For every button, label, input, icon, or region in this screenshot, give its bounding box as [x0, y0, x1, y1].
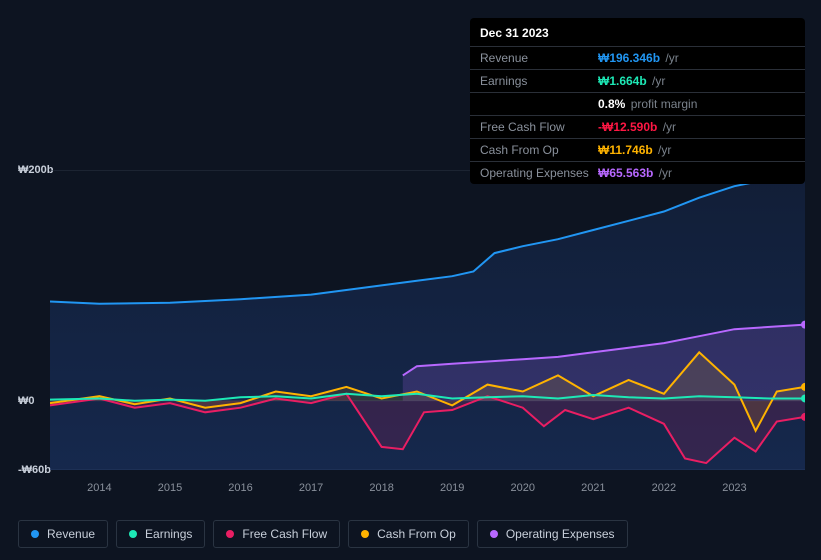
- legend-item-cfo[interactable]: Cash From Op: [348, 520, 469, 548]
- legend-dot-icon: [129, 530, 137, 538]
- tooltip-label: Cash From Op: [480, 143, 598, 157]
- legend-label: Earnings: [145, 527, 192, 541]
- y-axis-label: -₩60b: [18, 464, 51, 476]
- legend-label: Operating Expenses: [506, 527, 615, 541]
- x-axis-label: 2019: [440, 482, 464, 494]
- tooltip-label: [480, 97, 598, 111]
- legend-label: Revenue: [47, 527, 95, 541]
- x-axis-label: 2018: [369, 482, 393, 494]
- x-axis-label: 2023: [722, 482, 746, 494]
- legend-label: Free Cash Flow: [242, 527, 327, 541]
- x-axis-label: 2015: [158, 482, 182, 494]
- x-axis-label: 2017: [299, 482, 323, 494]
- legend-dot-icon: [31, 530, 39, 538]
- legend-dot-icon: [226, 530, 234, 538]
- x-axis-label: 2014: [87, 482, 111, 494]
- tooltip-label: Operating Expenses: [480, 166, 598, 180]
- tooltip-label: Revenue: [480, 51, 598, 65]
- tooltip-row: Revenue₩196.346b /yr: [470, 46, 805, 69]
- tooltip-row: Operating Expenses₩65.563b /yr: [470, 161, 805, 184]
- chart-legend: Revenue Earnings Free Cash Flow Cash From O…: [18, 520, 628, 548]
- legend-dot-icon: [490, 530, 498, 538]
- x-axis-label: 2020: [511, 482, 535, 494]
- legend-item-opex[interactable]: Operating Expenses: [477, 520, 628, 548]
- chart-plot[interactable]: [50, 170, 805, 470]
- tooltip-value: ₩65.563b /yr: [598, 166, 795, 180]
- x-axis-label: 2016: [228, 482, 252, 494]
- tooltip-row: 0.8% profit margin: [470, 92, 805, 115]
- legend-item-revenue[interactable]: Revenue: [18, 520, 108, 548]
- tooltip-value: ₩11.746b /yr: [598, 143, 795, 157]
- legend-label: Cash From Op: [377, 527, 456, 541]
- y-axis-label: ₩0: [18, 395, 35, 407]
- x-axis-label: 2021: [581, 482, 605, 494]
- tooltip-value: ₩196.346b /yr: [598, 51, 795, 65]
- tooltip-label: Earnings: [480, 74, 598, 88]
- tooltip-label: Free Cash Flow: [480, 120, 598, 134]
- tooltip-value: ₩1.664b /yr: [598, 74, 795, 88]
- legend-dot-icon: [361, 530, 369, 538]
- chart-area: ₩200b ₩0 -₩60b 2014 2015 2016 2017 2018 2019 202…: [18, 160, 805, 495]
- tooltip-row: Earnings₩1.664b /yr: [470, 69, 805, 92]
- tooltip-row: Cash From Op₩11.746b /yr: [470, 138, 805, 161]
- chart-tooltip: Dec 31 2023 Revenue₩196.346b /yrEarnings…: [470, 18, 805, 184]
- tooltip-date: Dec 31 2023: [470, 18, 805, 46]
- x-axis-label: 2022: [652, 482, 676, 494]
- tooltip-row: Free Cash Flow-₩12.590b /yr: [470, 115, 805, 138]
- legend-item-fcf[interactable]: Free Cash Flow: [213, 520, 340, 548]
- tooltip-value: -₩12.590b /yr: [598, 120, 795, 134]
- legend-item-earnings[interactable]: Earnings: [116, 520, 205, 548]
- y-axis-label: ₩200b: [18, 164, 53, 176]
- tooltip-value: 0.8% profit margin: [598, 97, 795, 111]
